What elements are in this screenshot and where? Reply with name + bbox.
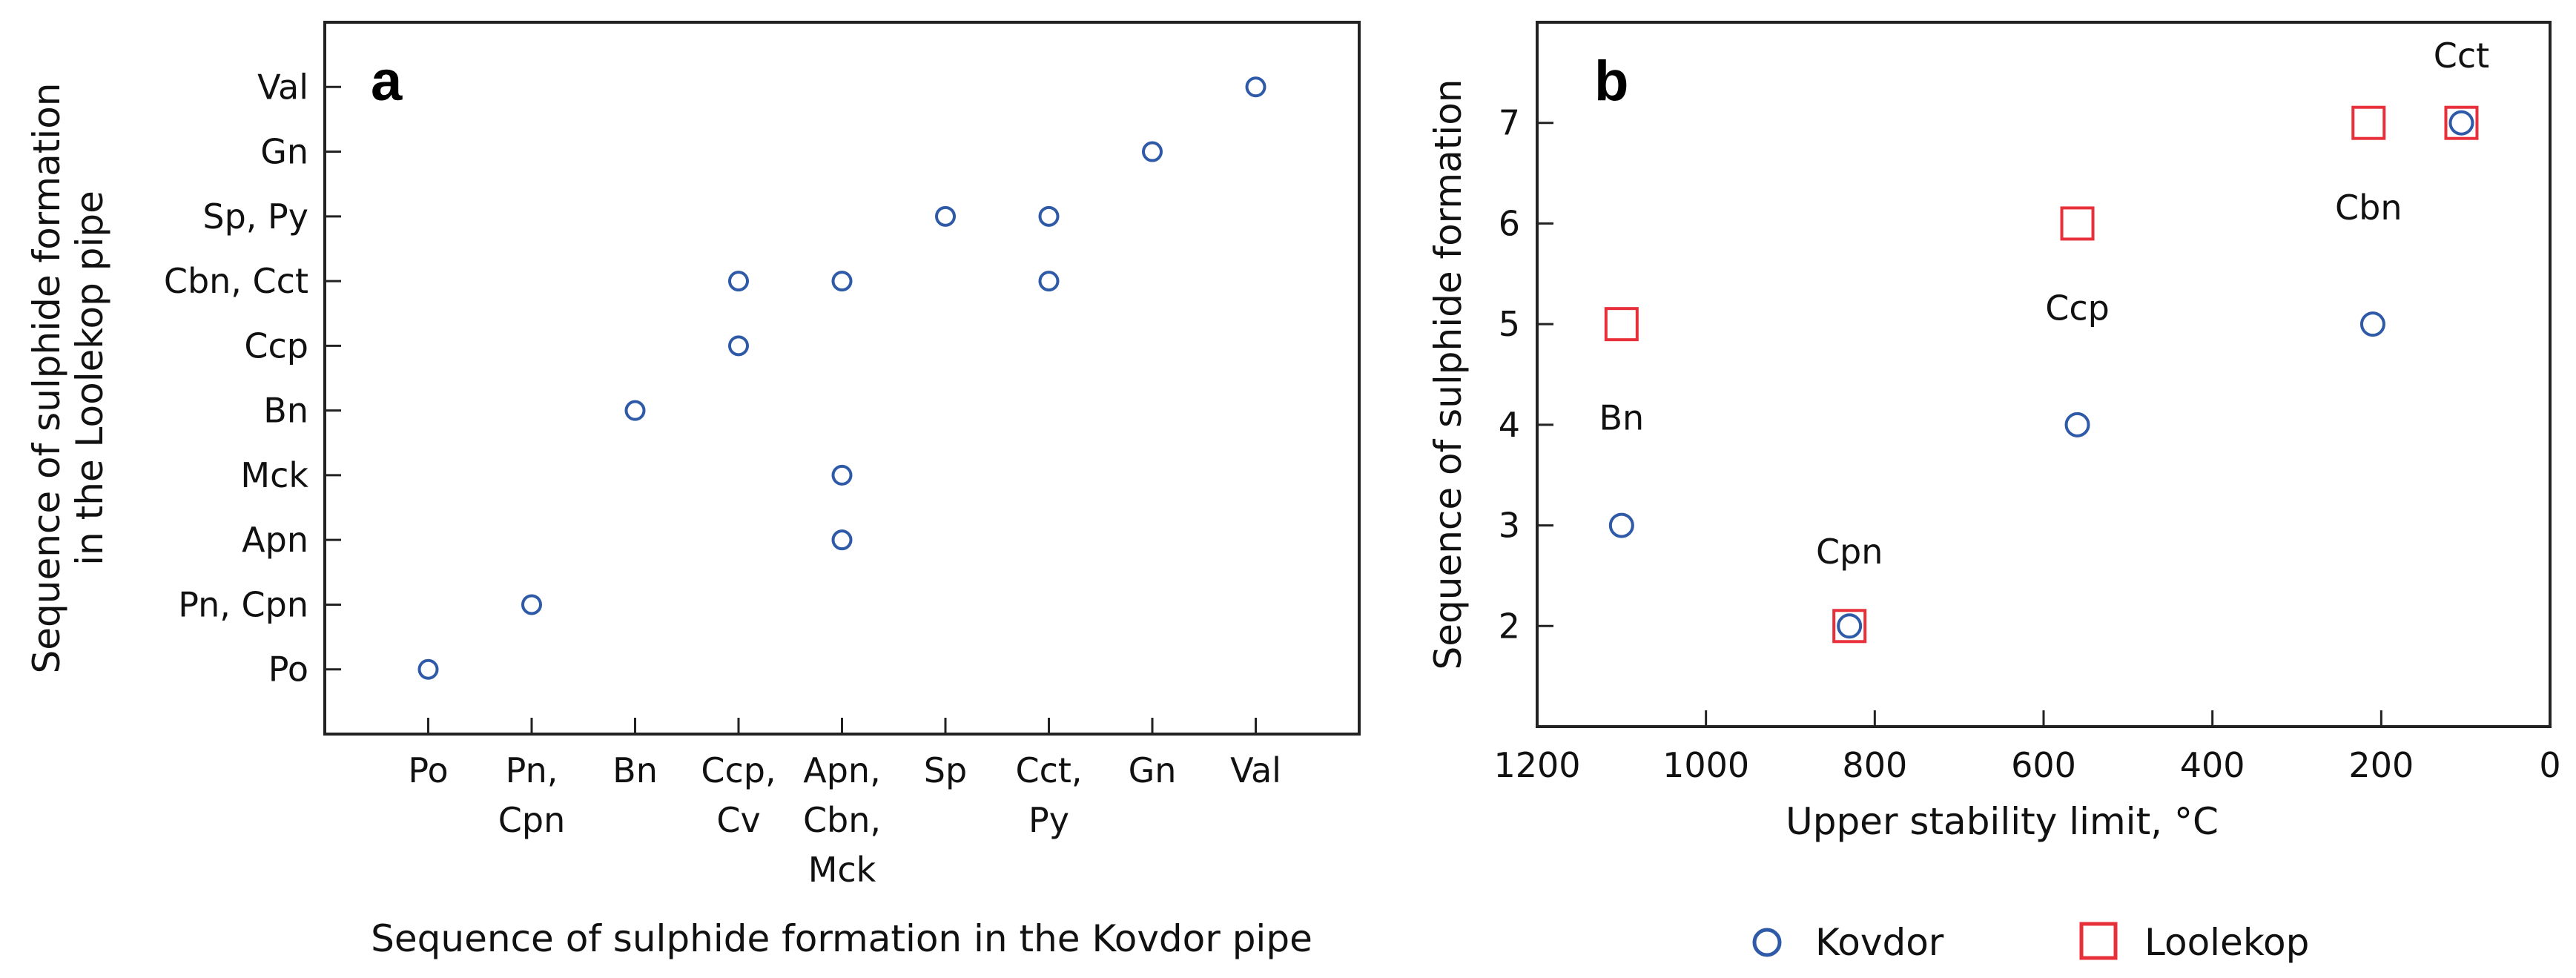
panel-a-x-tick-label: Ccp,: [701, 750, 776, 790]
panel-a-x-tick-label: Py: [1028, 800, 1069, 840]
panel-a-y-tick-label: Cbn, Cct: [164, 261, 308, 301]
panel-a-y-tick-label: Val: [257, 67, 308, 107]
panel-b-annotation-bn: Bn: [1599, 398, 1644, 438]
panel-b-point-kovdor: [2448, 110, 2474, 136]
panel-a-point: [1038, 271, 1060, 292]
panel-b-point-loolekop: [2444, 105, 2479, 140]
legend-item-kovdor: Kovdor: [1752, 921, 1944, 964]
panel-a-x-tick-label: Bn: [612, 750, 658, 790]
panel-b-y-tick-label: 5: [1499, 304, 1520, 344]
panel-a-point: [831, 271, 853, 292]
panel-a-x-tick-label: Cpn: [498, 800, 565, 840]
panel-a-y-ticks: Po Pn, Cpn Apn Mck Bn Ccp Cbn, Cct Sp, Py Gn Val: [164, 67, 341, 690]
panel-b-annotation-cct: Cct: [2434, 36, 2489, 76]
panel-a-x-tick-label: Pn,: [506, 750, 558, 790]
panel-a: a Po Pn, Cpn Bn Ccp, Cv Apn, Cbn, Mck Sp Cct, Py Gn V…: [25, 21, 1361, 960]
panel-b-x-axis-label: Upper stability limit, °C: [1786, 800, 2219, 843]
panel-a-y-tick-label: Po: [268, 650, 308, 690]
panel-a-x-tick-label: Cv: [716, 800, 760, 840]
panel-b-x-tick-label: 1200: [1493, 745, 1580, 785]
panel-b-point-kovdor: [2359, 311, 2385, 337]
panel-a-y-tick-label: Pn, Cpn: [178, 584, 308, 624]
panel-a-x-tick-label: Gn: [1129, 750, 1177, 790]
panel-b-point-loolekop: [1832, 609, 1867, 644]
panel-b-annotation-ccp: Ccp: [2045, 288, 2110, 328]
panel-b-y-tick-label: 7: [1499, 103, 1520, 143]
panel-b-point-kovdor: [1608, 512, 1634, 538]
panel-a-point: [1142, 141, 1163, 162]
panel-b-point-loolekop: [2060, 206, 2095, 241]
panel-b-point-loolekop: [1604, 307, 1639, 342]
panel-b-annotations: Bn Cpn Ccp Cbn Cct: [1599, 36, 2489, 572]
panel-a-point: [624, 400, 646, 421]
panel-b-x-tick-label: 400: [2180, 745, 2245, 785]
panel-b-y-ticks: 2 3 4 5 6 7: [1499, 103, 1553, 646]
panel-a-x-tick-label: Cbn,: [803, 800, 881, 840]
panel-a-points: [417, 76, 1266, 680]
legend-marker-loolekop: [2079, 922, 2118, 960]
panel-a-y-tick-label: Ccp: [244, 326, 308, 366]
panel-b-plot-frame: [1536, 21, 2552, 728]
panel-b-annotation-cpn: Cpn: [1816, 532, 1883, 572]
panel-a-x-tick-label: Po: [408, 750, 448, 790]
panel-a-y-axis-label-line-1: Sequence of sulphide formation: [25, 83, 68, 674]
panel-a-letter: a: [371, 50, 403, 113]
panel-b-x-ticks: 1200 1000 800 600 400 200 0: [1493, 710, 2561, 785]
panel-a-y-axis-label: Sequence of sulphide formation in the Lo…: [25, 83, 111, 674]
panel-a-y-tick-label: Gn: [260, 132, 308, 172]
panel-a-x-tick-label: Apn,: [803, 750, 880, 790]
panel-b-point-kovdor: [1837, 613, 1863, 639]
panel-b-y-axis-label: Sequence of sulphide formation: [1427, 79, 1470, 670]
panel-b-point-kovdor: [2064, 412, 2090, 437]
panel-a-y-tick-label: Mck: [240, 455, 308, 495]
panel-a-point: [728, 335, 749, 357]
panel-a-x-tick-label: Mck: [808, 850, 876, 890]
panel-a-y-tick-label: Apn: [242, 520, 308, 560]
panel-b-x-tick-label: 600: [2011, 745, 2076, 785]
panel-a-y-axis-label-line-2: in the Loolekop pipe: [68, 191, 111, 566]
panel-a-y-tick-label: Sp, Py: [202, 196, 308, 237]
panel-b-x-tick-label: 1000: [1662, 745, 1749, 785]
panel-b-annotation-cbn: Cbn: [2335, 188, 2402, 228]
panel-a-point: [521, 594, 542, 615]
panel-a-point: [831, 464, 853, 486]
panel-a-x-ticks: Po Pn, Cpn Bn Ccp, Cv Apn, Cbn, Mck Sp Cct, Py Gn Val: [408, 718, 1281, 890]
panel-a-point: [728, 271, 749, 292]
panel-b-x-tick-label: 200: [2348, 745, 2414, 785]
panel-a-x-tick-label: Val: [1230, 750, 1281, 790]
panel-a-point: [831, 529, 853, 551]
panel-a-x-tick-label: Cct,: [1015, 750, 1082, 790]
panel-a-x-axis-label: Sequence of sulphide formation in the Ko…: [371, 917, 1312, 960]
panel-b-x-tick-label: 0: [2539, 745, 2560, 785]
legend-item-loolekop: Loolekop: [2079, 921, 2309, 964]
panel-b-point-loolekop: [2351, 105, 2386, 140]
panel-b-x-tick-label: 800: [1842, 745, 1907, 785]
legend-label-kovdor: Kovdor: [1815, 921, 1944, 964]
legend-marker-kovdor: [1752, 928, 1782, 957]
legend-label-loolekop: Loolekop: [2144, 921, 2309, 964]
panel-a-point: [1038, 205, 1060, 227]
panel-a-x-tick-label: Sp: [924, 750, 967, 790]
panel-a-point: [1245, 76, 1266, 98]
panel-b-y-tick-label: 4: [1499, 405, 1520, 445]
panel-b-y-tick-label: 6: [1499, 203, 1520, 243]
panel-b-y-tick-label: 3: [1499, 506, 1520, 546]
panel-a-point: [417, 658, 439, 680]
panel-b-letter: b: [1594, 50, 1628, 113]
panel-b-points: [1604, 105, 2479, 644]
panel-b: b 1200 1000 800 600 400 200 0 2 3 4 5 6 7 Bn Cpn Ccp C…: [1427, 21, 2561, 843]
panel-a-point: [935, 205, 956, 227]
legend: Kovdor Loolekop: [1752, 921, 2309, 964]
panel-a-y-tick-label: Bn: [263, 391, 308, 431]
panel-a-plot-frame: [323, 21, 1361, 736]
panel-b-y-tick-label: 2: [1499, 606, 1520, 646]
